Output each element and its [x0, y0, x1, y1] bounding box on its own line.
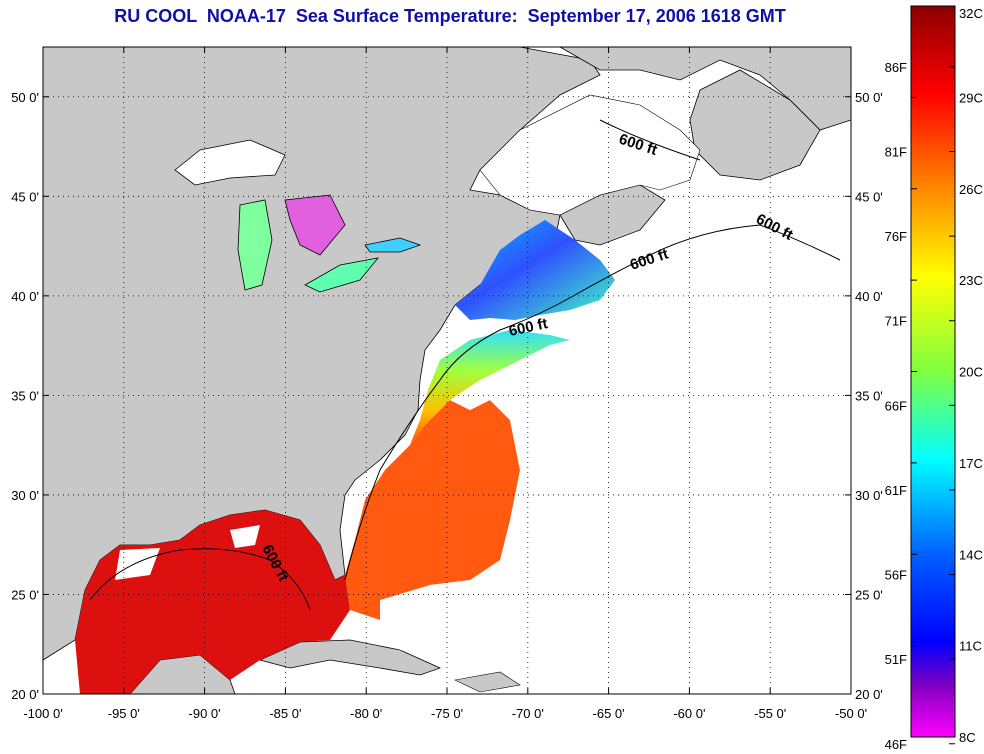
lon-tick-label: -100 0' — [23, 706, 62, 721]
celsius-label: 17C — [959, 456, 983, 471]
lon-tick-label: -50 0' — [835, 706, 867, 721]
lake-erie — [304, 257, 380, 293]
celsius-label: 11C — [959, 639, 982, 654]
lat-tick-label-right: 30 0' — [855, 488, 883, 503]
celsius-label: 14C — [959, 547, 983, 562]
lon-tick-label: -75 0' — [431, 706, 463, 721]
fahrenheit-label: 81F — [885, 145, 907, 160]
lat-tick-label: 45 0' — [11, 189, 39, 204]
lat-tick-label-right: 25 0' — [855, 587, 883, 602]
lat-tick-label-right: 20 0' — [855, 687, 883, 702]
fahrenheit-label: 86F — [885, 60, 907, 75]
lon-tick-label: -85 0' — [269, 706, 301, 721]
sst-florida-straits — [345, 400, 520, 620]
fahrenheit-label: 66F — [885, 398, 907, 413]
celsius-label: 29C — [959, 90, 983, 105]
celsius-label: 23C — [959, 273, 983, 288]
isobath-600ft — [89, 224, 841, 611]
lat-tick-label-right: 35 0' — [855, 388, 883, 403]
lake-huron — [284, 194, 346, 256]
lat-tick-label-right: 50 0' — [855, 90, 883, 105]
lat-tick-label: 25 0' — [11, 587, 39, 602]
lon-tick-label: -55 0' — [754, 706, 786, 721]
fahrenheit-label: 76F — [885, 229, 907, 244]
sst-nearshore — [410, 330, 570, 445]
celsius-label: 26C — [959, 182, 983, 197]
lat-tick-label: 40 0' — [11, 289, 39, 304]
land-cuba — [258, 639, 442, 676]
lon-tick-label: -70 0' — [512, 706, 544, 721]
map-features — [42, 46, 852, 695]
fahrenheit-label: 71F — [885, 314, 907, 329]
lon-tick-label: -95 0' — [108, 706, 140, 721]
lake-michigan — [237, 199, 273, 291]
celsius-label: 20C — [959, 365, 983, 380]
longitude-axis: -100 0' -95 0' -90 0' -85 0' -80 0' -75 0' -70… — [23, 47, 867, 721]
fahrenheit-label: 61F — [885, 483, 907, 498]
latitude-axis: 20 0' 20 0' 25 0' 25 0' 30 0' 30 0' 35 0' 35 0'… — [11, 90, 883, 702]
cloud-gulf-2 — [230, 525, 260, 548]
land-newfoundland — [689, 69, 821, 181]
lon-tick-label: -60 0' — [673, 706, 705, 721]
lon-tick-label: -80 0' — [350, 706, 382, 721]
gulf-st-lawrence — [479, 94, 701, 216]
fahrenheit-label: 46F — [885, 737, 907, 752]
land-hispaniola — [454, 671, 521, 693]
lon-tick-label: -65 0' — [593, 706, 625, 721]
lat-tick-label: 35 0' — [11, 388, 39, 403]
colorbar — [910, 5, 956, 738]
sst-offshore-orange — [450, 345, 570, 470]
isobath-600ft-stlawrence — [599, 119, 701, 161]
celsius-label: 32C — [959, 6, 983, 21]
lat-tick-label: 30 0' — [11, 488, 39, 503]
lake-ontario — [364, 237, 422, 253]
lat-tick-label-right: 45 0' — [855, 189, 883, 204]
lake-superior — [174, 139, 286, 186]
celsius-label: 8C — [959, 730, 976, 745]
fahrenheit-label: 51F — [885, 652, 907, 667]
lat-tick-label-right: 40 0' — [855, 289, 883, 304]
lat-tick-label: 50 0' — [11, 90, 39, 105]
lon-tick-label: -90 0' — [189, 706, 221, 721]
fahrenheit-label: 56F — [885, 568, 907, 583]
cloud-bahamas — [380, 580, 500, 655]
cloud-gulf — [115, 548, 160, 580]
map-title: RU COOL NOAA-17 Sea Surface Temperature:… — [114, 6, 786, 26]
lat-tick-label: 20 0' — [11, 687, 39, 702]
colorbar-scale: 32C 29C 26C 23C 20C 17C 14C 11C 8C 86F 81F 76F 71F 66… — [885, 5, 983, 752]
